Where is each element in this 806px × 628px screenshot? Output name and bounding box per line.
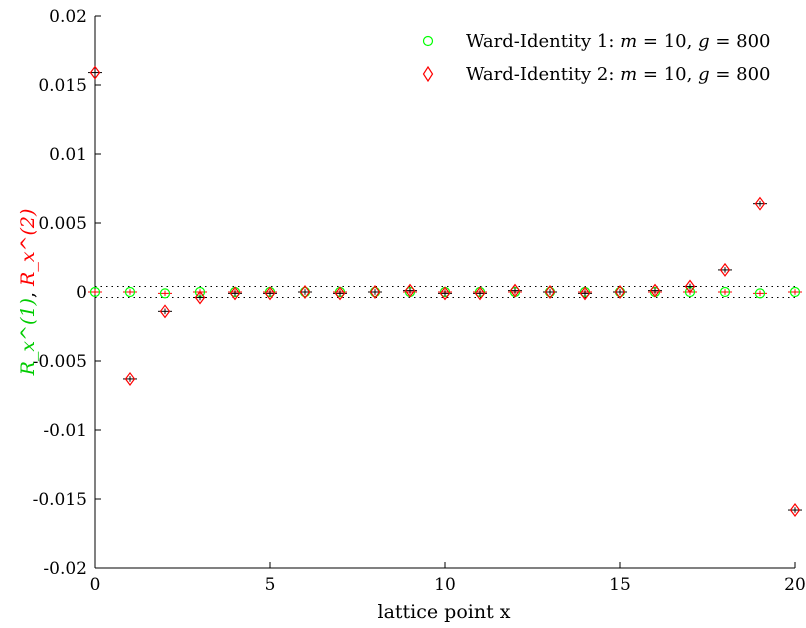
data-point — [753, 196, 767, 211]
marker-diamond — [509, 283, 521, 298]
legend-marker-diamond — [422, 65, 434, 83]
y-tick-label: 0.02 — [49, 7, 87, 27]
marker-diamond — [124, 371, 136, 386]
y-tick-label: -0.02 — [43, 559, 87, 579]
marker-diamond — [754, 196, 766, 211]
marker-diamond — [369, 285, 381, 299]
legend-entry-2: Ward-Identity 2: m = 10, g = 800 — [466, 64, 771, 85]
series-2 — [88, 65, 802, 518]
y-ticks: 0.02 0.015 0.01 0.005 0 -0.005 -0.01 -0.015 -0.0… — [33, 7, 101, 579]
data-point — [158, 304, 172, 319]
x-tick-label: 20 — [784, 575, 806, 595]
legend-entry-1-prefix: Ward-Identity 1: — [466, 31, 620, 52]
y-axis-label-part1: R_x^(1) — [17, 298, 39, 376]
series-layer — [88, 65, 802, 518]
data-point — [508, 283, 522, 298]
x-tick-label: 10 — [434, 575, 456, 595]
data-point — [298, 285, 312, 299]
data-point — [648, 283, 662, 298]
marker-diamond — [719, 262, 731, 277]
y-axis-label: R_x^(1), R_x^(2) — [17, 209, 39, 377]
data-point — [438, 286, 452, 301]
x-tick-label: 0 — [90, 575, 101, 595]
y-tick-label: -0.005 — [33, 352, 87, 372]
marker-circle — [719, 286, 731, 298]
data-point — [123, 286, 137, 298]
marker-diamond — [684, 279, 696, 294]
marker-diamond — [579, 286, 591, 301]
data-point — [263, 286, 277, 301]
data-point — [228, 286, 242, 301]
legend-marker-circle — [422, 35, 434, 47]
data-point — [578, 286, 592, 301]
marker-diamond — [299, 285, 311, 299]
data-point — [368, 285, 382, 299]
y-tick-label: -0.015 — [33, 490, 87, 510]
legend-entry-2-g: 800 — [736, 64, 770, 85]
marker-diamond — [789, 503, 801, 518]
legend-entry-2-prefix: Ward-Identity 2: — [466, 64, 620, 85]
legend-entry-1: Ward-Identity 1: m = 10, g = 800 — [466, 31, 771, 52]
marker-diamond — [194, 290, 206, 305]
data-point — [193, 290, 207, 305]
data-point — [333, 286, 347, 301]
legend-entry-2-m: 10 — [664, 64, 687, 85]
marker-diamond — [404, 283, 416, 298]
data-point — [88, 65, 102, 80]
legend: Ward-Identity 1: m = 10, g = 800 Ward-Id… — [422, 31, 771, 85]
y-tick-label: -0.01 — [43, 421, 87, 441]
data-point — [403, 283, 417, 298]
data-point — [718, 262, 732, 277]
marker-diamond — [614, 285, 626, 299]
data-point — [123, 371, 137, 386]
marker-diamond — [264, 286, 276, 301]
legend-entry-1-m: 10 — [664, 31, 687, 52]
x-ticks: 0 5 10 15 20 — [90, 562, 806, 595]
reference-lines — [95, 285, 795, 299]
y-axis-label-separator: , — [17, 292, 39, 298]
marker-circle — [789, 286, 801, 298]
data-point — [473, 286, 487, 301]
data-point — [158, 288, 172, 299]
data-point — [88, 286, 102, 298]
legend-entry-1-g: 800 — [736, 31, 770, 52]
data-point — [543, 285, 557, 299]
data-point — [788, 503, 802, 518]
data-point — [613, 285, 627, 299]
marker-circle — [89, 286, 101, 298]
data-point — [683, 279, 697, 294]
marker-circle — [159, 288, 171, 299]
y-tick-label: 0 — [76, 283, 87, 303]
marker-diamond — [334, 286, 346, 301]
marker-diamond — [89, 65, 101, 80]
marker-diamond — [649, 283, 661, 298]
marker-diamond — [474, 286, 486, 301]
x-axis-label: lattice point x — [378, 601, 511, 623]
y-tick-label: 0.015 — [38, 76, 87, 96]
x-tick-label: 15 — [609, 575, 631, 595]
y-tick-label: 0.005 — [38, 214, 87, 234]
y-tick-label: 0.01 — [49, 145, 87, 165]
data-point — [753, 288, 767, 299]
marker-diamond — [439, 286, 451, 301]
marker-diamond — [159, 304, 171, 319]
marker-diamond — [229, 286, 241, 301]
data-point — [788, 286, 802, 298]
marker-circle — [754, 288, 766, 299]
svg-text:R_x^(1), R_x^(2): R_x^(1), R_x^(2) — [17, 209, 39, 377]
data-point — [718, 286, 732, 298]
x-tick-label: 5 — [265, 575, 276, 595]
marker-circle — [124, 286, 136, 298]
y-axis-label-part2: R_x^(2) — [17, 209, 39, 287]
marker-diamond — [544, 285, 556, 299]
